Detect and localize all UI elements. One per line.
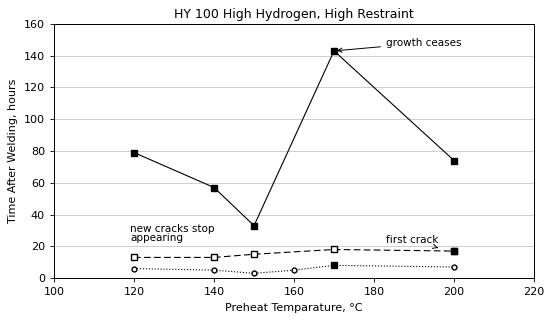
Text: growth ceases: growth ceases — [338, 38, 462, 52]
Title: HY 100 High Hydrogen, High Restraint: HY 100 High Hydrogen, High Restraint — [174, 8, 414, 21]
Text: first crack: first crack — [386, 235, 439, 248]
X-axis label: Preheat Temparature, °C: Preheat Temparature, °C — [225, 303, 363, 313]
Text: appearing: appearing — [130, 233, 183, 243]
Text: new cracks stop: new cracks stop — [130, 224, 215, 234]
Y-axis label: Time After Welding, hours: Time After Welding, hours — [8, 79, 18, 223]
